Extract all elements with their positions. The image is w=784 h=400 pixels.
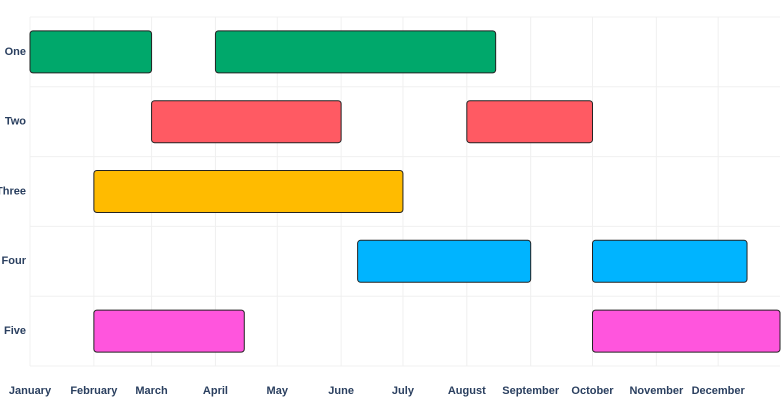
y-tick-label: Three — [0, 185, 26, 197]
x-tick-label: December — [692, 385, 746, 397]
bar — [29, 30, 153, 74]
y-tick-label: One — [5, 46, 26, 58]
y-tick-label: Four — [2, 255, 27, 267]
x-tick-label: October — [571, 385, 614, 397]
x-tick-label: July — [392, 385, 415, 397]
bar — [357, 239, 532, 283]
bar — [93, 309, 245, 353]
x-tick-label: September — [502, 385, 560, 397]
bar — [93, 170, 404, 213]
y-tick-label: Five — [4, 325, 26, 337]
bar — [151, 100, 342, 144]
x-tick-label: February — [70, 385, 118, 397]
bar — [466, 100, 594, 144]
x-tick-label: May — [267, 385, 289, 397]
x-tick-label: March — [135, 385, 168, 397]
x-tick-label: August — [448, 385, 486, 397]
x-tick-label: April — [203, 385, 228, 397]
x-tick-label: June — [328, 385, 354, 397]
x-tick-label: January — [9, 385, 52, 397]
bar — [214, 30, 497, 74]
bar — [592, 239, 748, 283]
y-tick-label: Two — [5, 116, 26, 128]
x-tick-label: November — [629, 385, 684, 397]
bar — [592, 309, 781, 353]
